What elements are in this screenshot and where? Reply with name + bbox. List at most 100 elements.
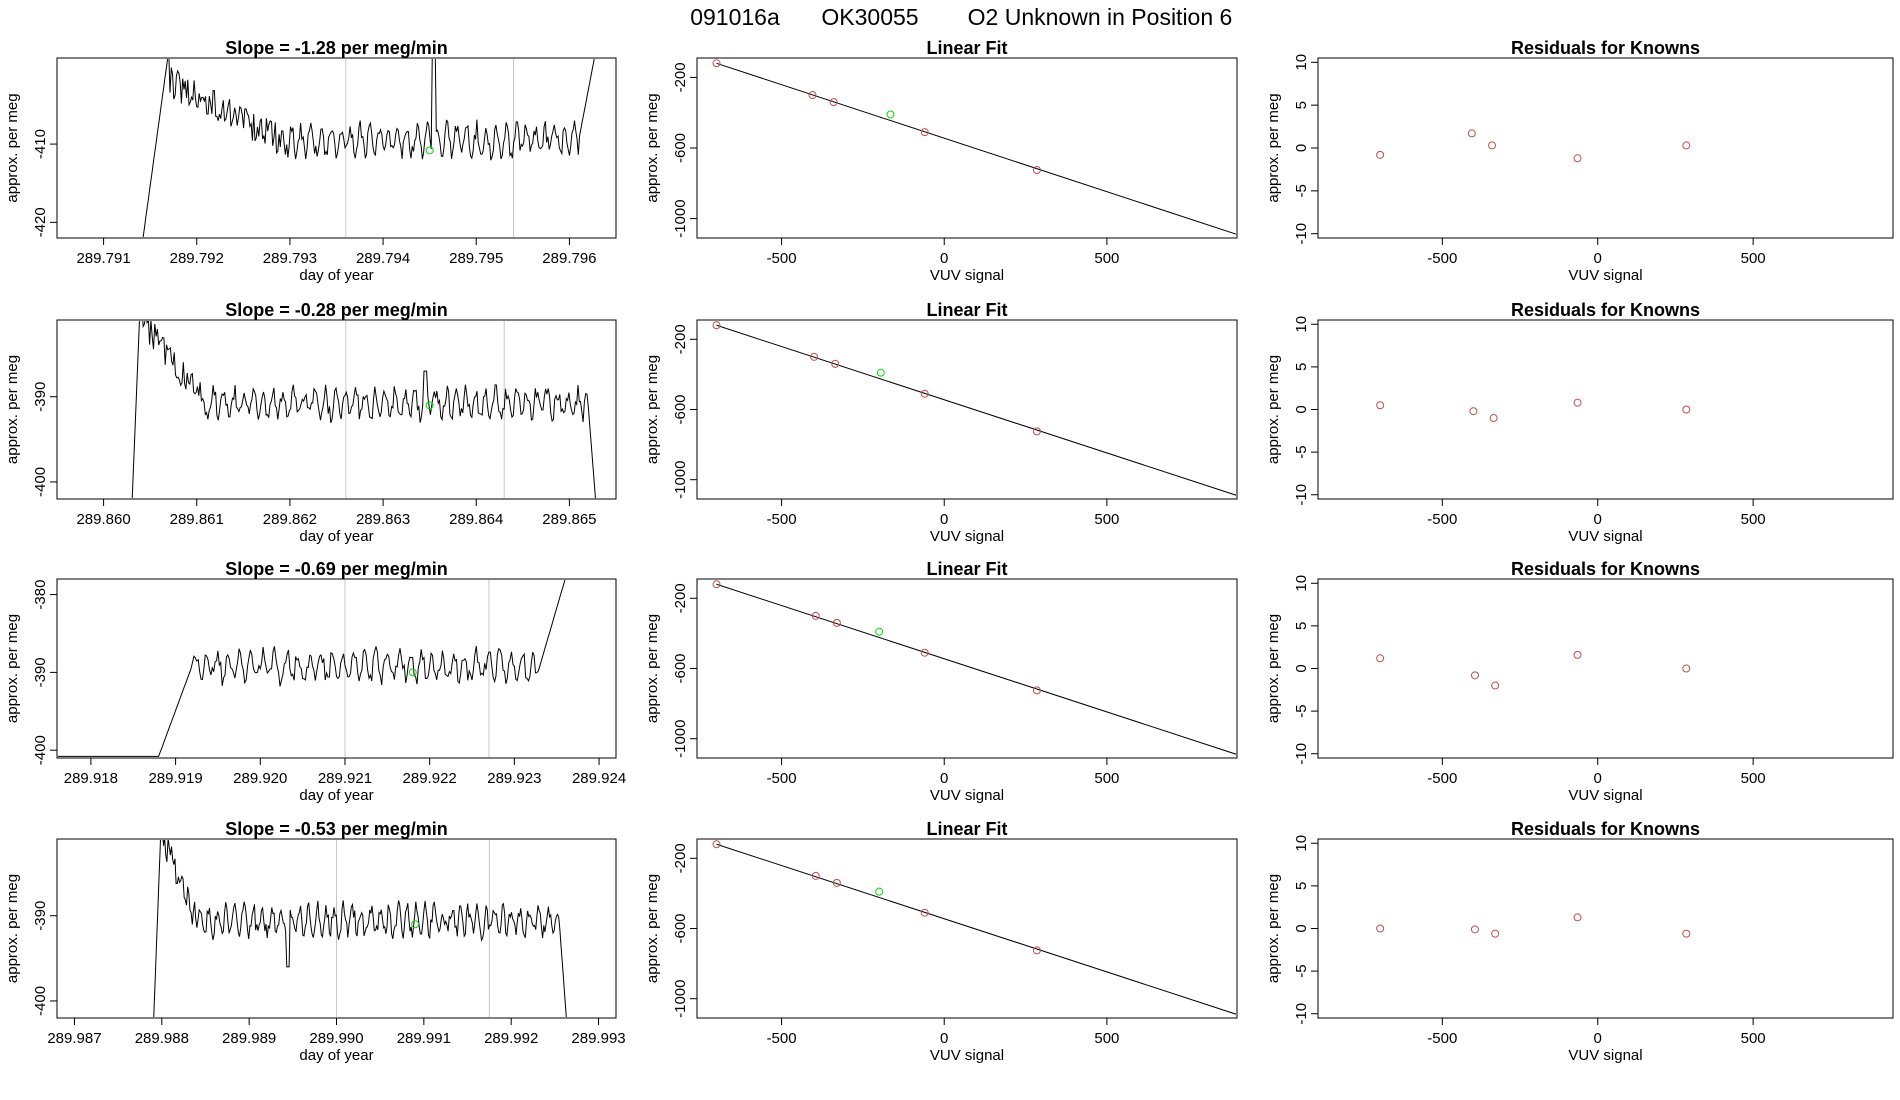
residual-point xyxy=(1376,150,1385,159)
panel-residuals-row-2: Residuals for Knowns -500 0 500 10 5 0 -5 -10 VUV… xyxy=(1265,300,1894,545)
x-tick-label: 0 xyxy=(940,250,948,267)
known-point xyxy=(1032,166,1041,175)
known-point xyxy=(920,648,929,657)
panel-residuals-row-1: Residuals for Knowns -500 0 500 10 5 0 -5 -10 VUV… xyxy=(1265,38,1894,284)
x-tick-label: -500 xyxy=(1427,1030,1457,1047)
panel-title: Linear Fit xyxy=(926,819,1007,839)
y-tick-label: -200 xyxy=(672,843,689,873)
known-point xyxy=(920,128,929,137)
panel-title: Linear Fit xyxy=(926,559,1007,579)
y-axis-label: approx. per meg xyxy=(644,874,661,983)
x-axis-label: VUV signal xyxy=(1568,267,1642,284)
plot-frame xyxy=(56,57,617,239)
residual-point xyxy=(1470,671,1479,680)
x-tick-label: 289.862 xyxy=(263,511,317,528)
y-axis-label: approx. per meg xyxy=(4,355,21,464)
plot-area xyxy=(712,840,1236,1015)
y-tick-label: -390 xyxy=(32,901,49,931)
y-tick-label: 0 xyxy=(1293,144,1310,152)
residual-point xyxy=(1491,681,1500,690)
x-axis-label: VUV signal xyxy=(930,267,1004,284)
y-tick-label: -600 xyxy=(672,133,689,163)
x-tick-label: -500 xyxy=(767,511,797,528)
plot-area xyxy=(712,321,1236,496)
fit-line xyxy=(716,324,1236,496)
known-point xyxy=(811,871,820,880)
known-point xyxy=(712,840,721,849)
y-tick-label: 0 xyxy=(1293,664,1310,672)
x-tick-label: 289.921 xyxy=(318,770,372,787)
y-tick-label: -1000 xyxy=(672,720,689,758)
panel-timeseries-row-2: Slope = -0.28 per meg/min 289.860 289.861 2… xyxy=(4,300,617,545)
unknown-point xyxy=(425,146,434,155)
y-axis-label: approx. per meg xyxy=(1265,355,1282,464)
x-tick-label: 500 xyxy=(1741,770,1766,787)
plot-frame xyxy=(1317,578,1894,759)
y-tick-label: 0 xyxy=(1293,405,1310,413)
x-tick-label: 289.990 xyxy=(309,1030,363,1047)
plot-frame xyxy=(1317,319,1894,500)
x-tick-label: -500 xyxy=(1427,250,1457,267)
plot-area xyxy=(153,840,567,1017)
residual-point xyxy=(1376,654,1385,663)
x-tick-label: 500 xyxy=(1741,250,1766,267)
plot-area xyxy=(1376,398,1691,423)
x-tick-label: -500 xyxy=(767,250,797,267)
residual-point xyxy=(1489,414,1498,423)
x-tick-label: 289.796 xyxy=(542,250,596,267)
x-tick-label: 0 xyxy=(1594,511,1602,528)
known-point xyxy=(1032,946,1041,955)
unknown-point xyxy=(408,668,417,677)
x-tick-label: 289.989 xyxy=(222,1030,276,1047)
x-tick-label: -500 xyxy=(767,770,797,787)
x-tick-label: 0 xyxy=(940,1030,948,1047)
y-tick-label: 5 xyxy=(1293,622,1310,630)
y-axis-label: approx. per meg xyxy=(644,93,661,202)
panel-title: Slope = -0.69 per meg/min xyxy=(225,559,448,579)
unknown-point xyxy=(886,110,895,119)
x-axis-label: day of year xyxy=(299,267,373,284)
y-axis-label: approx. per meg xyxy=(4,93,21,202)
known-point xyxy=(831,359,840,368)
known-point xyxy=(808,91,817,100)
residual-point xyxy=(1682,141,1691,150)
x-tick-label: 289.860 xyxy=(76,511,130,528)
plot-area xyxy=(712,580,1236,755)
figure-title-flask: OK30055 xyxy=(821,4,918,30)
x-axis-label: day of year xyxy=(299,528,373,545)
known-point xyxy=(920,908,929,917)
x-tick-label: 289.918 xyxy=(64,770,118,787)
panel-title: Residuals for Knowns xyxy=(1511,559,1700,579)
residual-point xyxy=(1682,664,1691,673)
x-tick-label: 289.791 xyxy=(76,250,130,267)
x-tick-label: 289.795 xyxy=(449,250,503,267)
y-axis-label: approx. per meg xyxy=(1265,614,1282,723)
x-tick-label: 500 xyxy=(1094,511,1119,528)
y-tick-label: 5 xyxy=(1293,363,1310,371)
x-tick-label: 289.923 xyxy=(487,770,541,787)
y-tick-label: -5 xyxy=(1293,964,1310,977)
y-tick-label: -400 xyxy=(32,735,49,765)
panel-title: Slope = -0.53 per meg/min xyxy=(225,819,448,839)
residual-point xyxy=(1467,129,1476,138)
x-tick-label: 289.924 xyxy=(572,770,626,787)
panel-timeseries-row-3: Slope = -0.69 per meg/min 289.918 289.919 2… xyxy=(4,559,626,804)
y-tick-label: 0 xyxy=(1293,924,1310,932)
y-tick-label: -1000 xyxy=(672,461,689,499)
x-tick-label: 289.863 xyxy=(356,511,410,528)
x-axis-label: VUV signal xyxy=(930,787,1004,804)
panel-fit-row-1: Linear Fit -500 0 500 -200 -600 -1000 VUV signa… xyxy=(644,38,1238,284)
y-axis-label: approx. per meg xyxy=(644,614,661,723)
trace-line xyxy=(58,580,566,757)
y-tick-label: -10 xyxy=(1293,484,1310,506)
panel-residuals-row-4: Residuals for Knowns -500 0 500 10 5 0 -5 -10 VUV… xyxy=(1265,819,1894,1064)
x-tick-label: -500 xyxy=(1427,511,1457,528)
known-point xyxy=(811,611,820,620)
known-point xyxy=(829,98,838,107)
unknown-point xyxy=(876,368,885,377)
x-tick-label: 289.992 xyxy=(484,1030,538,1047)
x-tick-label: 289.922 xyxy=(403,770,457,787)
x-tick-label: 289.864 xyxy=(449,511,503,528)
y-tick-label: 5 xyxy=(1293,882,1310,890)
x-tick-label: 289.865 xyxy=(542,511,596,528)
